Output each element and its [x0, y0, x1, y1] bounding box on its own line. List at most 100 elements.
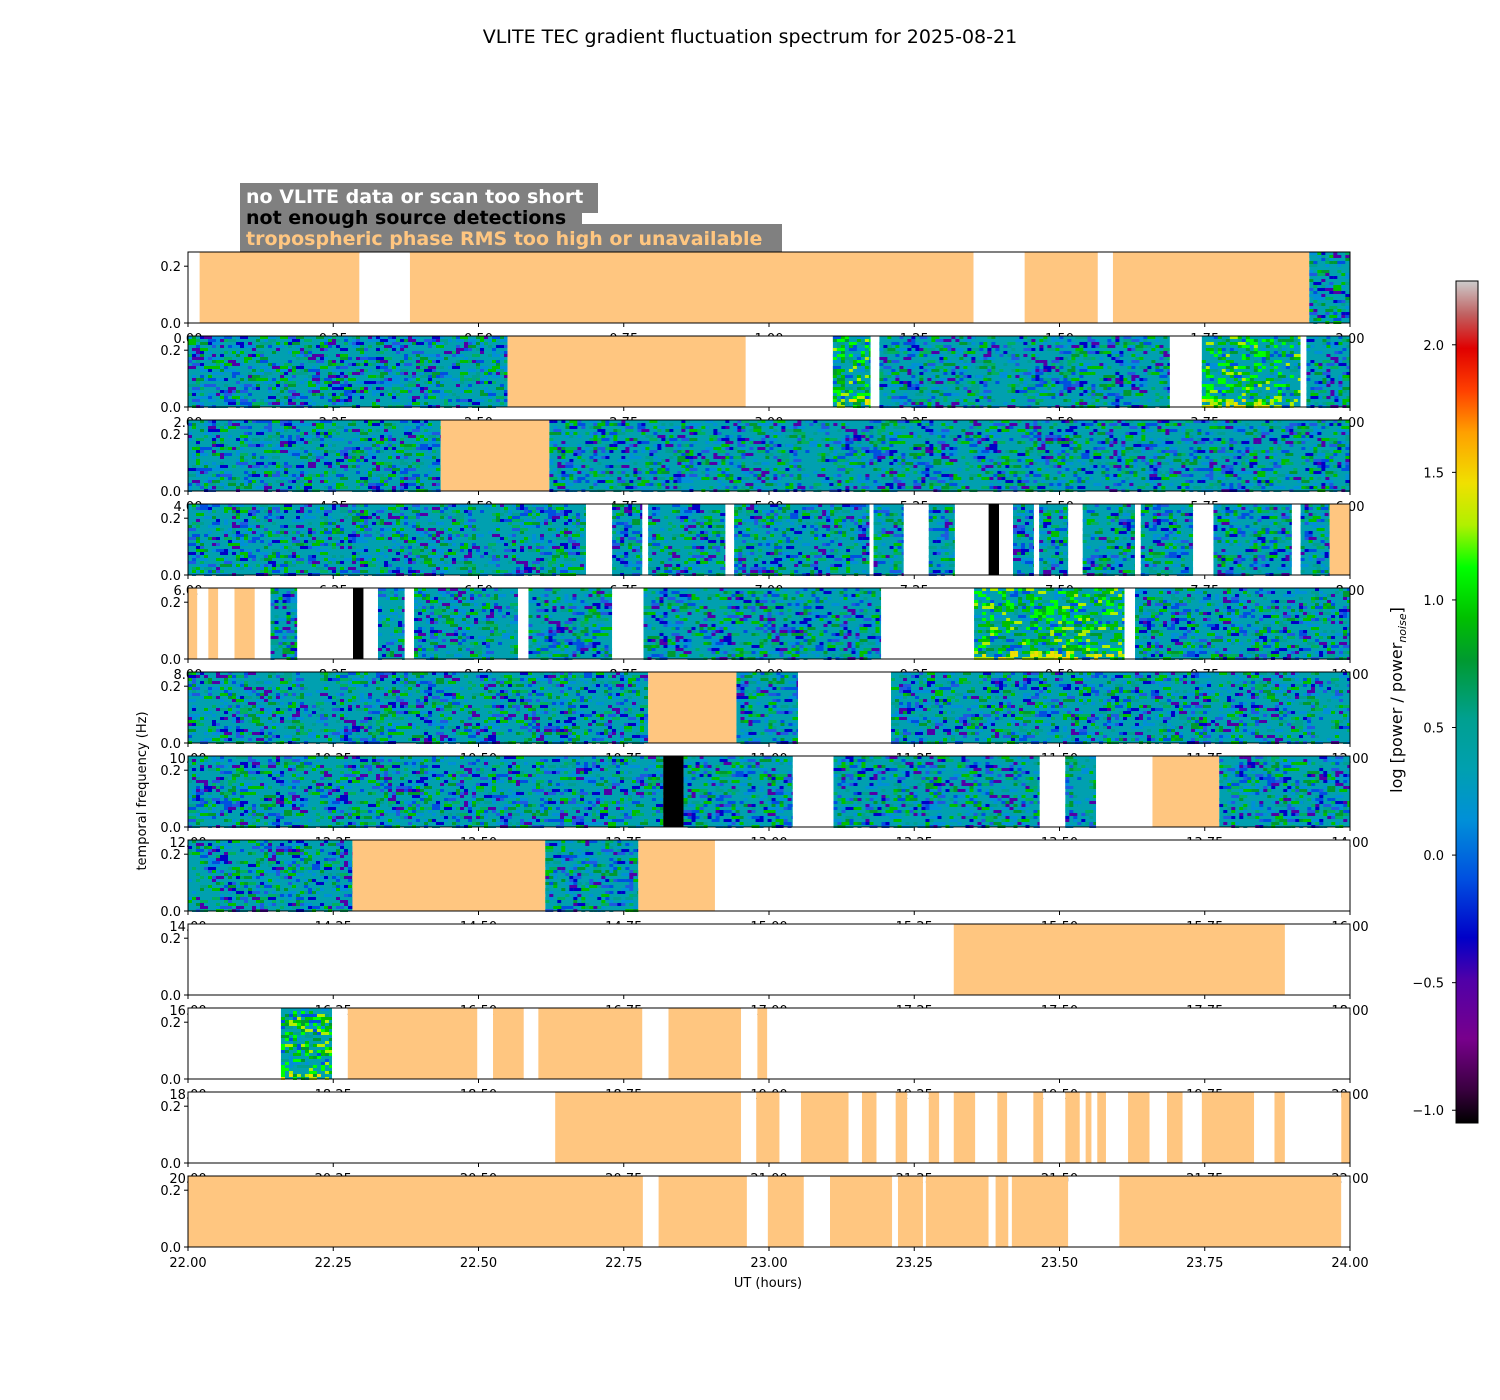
spectrum-cell [252, 447, 260, 450]
spectrum-cell [753, 468, 761, 471]
spectrum-cell [240, 390, 248, 393]
spectrum-cell [645, 435, 653, 438]
spectrum-cell [621, 465, 629, 468]
spectrum-cell [983, 375, 987, 378]
spectrum-cell [228, 402, 236, 405]
spectrum-cell [877, 486, 885, 489]
spectrum-cell [593, 435, 597, 438]
spectrum-cell [649, 423, 657, 426]
spectrum-cell [256, 351, 264, 354]
spectrum-cell [1234, 375, 1242, 378]
spectrum-cell [931, 369, 939, 372]
spectrum-cell [288, 441, 296, 444]
spectrum-cell [1274, 342, 1282, 345]
spectrum-cell [280, 438, 288, 441]
spectrum-cell [280, 375, 284, 378]
spectrum-cell [765, 423, 769, 426]
spectrum-cell [1007, 354, 1011, 357]
spectrum-cell [424, 372, 432, 375]
spectrum-cell [308, 474, 312, 477]
spectrum-cell [1226, 390, 1234, 393]
spectrum-cell [336, 354, 340, 357]
spectrum-cell [356, 390, 360, 393]
spectrum-cell [899, 381, 903, 384]
spectrum-cell [1333, 318, 1341, 321]
spectrum-cell [877, 438, 885, 441]
spectrum-cell [549, 459, 553, 462]
spectrum-cell [557, 468, 561, 471]
spectrum-cell [416, 459, 420, 462]
spectrum-cell [833, 396, 837, 399]
spectrum-cell [1123, 402, 1127, 405]
spectrum-cell [288, 360, 292, 363]
spectrum-cell [220, 345, 224, 348]
spectrum-cell [947, 360, 951, 363]
spectrum-cell [1326, 375, 1330, 378]
spectrum-cell [332, 381, 340, 384]
spectrum-cell [416, 423, 420, 426]
spectrum-cell [368, 459, 376, 462]
spectrum-cell [729, 477, 733, 480]
spectrum-cell [1035, 375, 1039, 378]
spectrum-cell [777, 486, 781, 489]
spectrum-cell [384, 348, 388, 351]
spectrum-cell [304, 390, 308, 393]
spectrum-cell [248, 468, 252, 471]
spectrum-cell [845, 387, 853, 390]
spectrum-cell [1218, 390, 1222, 393]
spectrum-cell [440, 375, 444, 378]
spectrum-cell [292, 426, 296, 429]
spectrum-cell [364, 444, 368, 447]
spectrum-cell [1341, 312, 1345, 315]
spectrum-cell [368, 369, 372, 372]
spectrum-cell [1103, 387, 1107, 390]
spectrum-cell [276, 369, 280, 372]
spectrum-cell [192, 345, 196, 348]
spectrum-cell [412, 474, 420, 477]
spectrum-cell [208, 396, 212, 399]
spectrum-cell [1325, 303, 1333, 306]
spectrum-cell [693, 465, 697, 468]
spectrum-cell [208, 351, 212, 354]
spectrum-cell [212, 345, 216, 348]
spectrum-cell [264, 438, 272, 441]
spectrum-cell [995, 375, 999, 378]
spectrum-cell [1342, 387, 1350, 390]
spectrum-cell [380, 465, 384, 468]
spectrum-cell [1167, 372, 1170, 375]
spectrum-cell [649, 462, 653, 465]
spectrum-cell [296, 366, 304, 369]
spectrum-cell [352, 438, 360, 441]
spectrum-cell [995, 339, 1003, 342]
spectrum-cell [965, 435, 969, 438]
spectrum-cell [1266, 345, 1270, 348]
spectrum-cell [312, 402, 316, 405]
spectrum-cell [260, 357, 268, 360]
legend: no VLITE data or scan too short not enou… [240, 183, 782, 254]
spectrum-cell [741, 453, 745, 456]
spectrum-cell [899, 348, 903, 351]
spectrum-cell [853, 345, 857, 348]
spectrum-cell [456, 351, 460, 354]
spectrum-cell [897, 483, 905, 486]
spectrum-cell [264, 456, 268, 459]
spectrum-cell [701, 456, 705, 459]
spectrum-cell [637, 471, 641, 474]
spectrum-cell [1119, 399, 1127, 402]
spectrum-cell [292, 474, 296, 477]
spectrum-cell [440, 441, 441, 444]
spectrum-cell [935, 381, 943, 384]
spectrum-cell [821, 468, 825, 471]
spectrum-cell [316, 348, 320, 351]
spectrum-cell [244, 396, 248, 399]
spectrum-cell [376, 345, 380, 348]
spectrum-cell [641, 447, 645, 450]
spectrum-cell [1326, 396, 1330, 399]
spectrum-cell [573, 480, 577, 483]
spectrum-cell [280, 471, 284, 474]
spectrum-cell [1333, 255, 1341, 258]
spectrum-cell [1341, 273, 1345, 276]
spectrum-cell [232, 375, 236, 378]
spectrum-cell [549, 462, 553, 465]
spectrum-cell [504, 387, 508, 390]
